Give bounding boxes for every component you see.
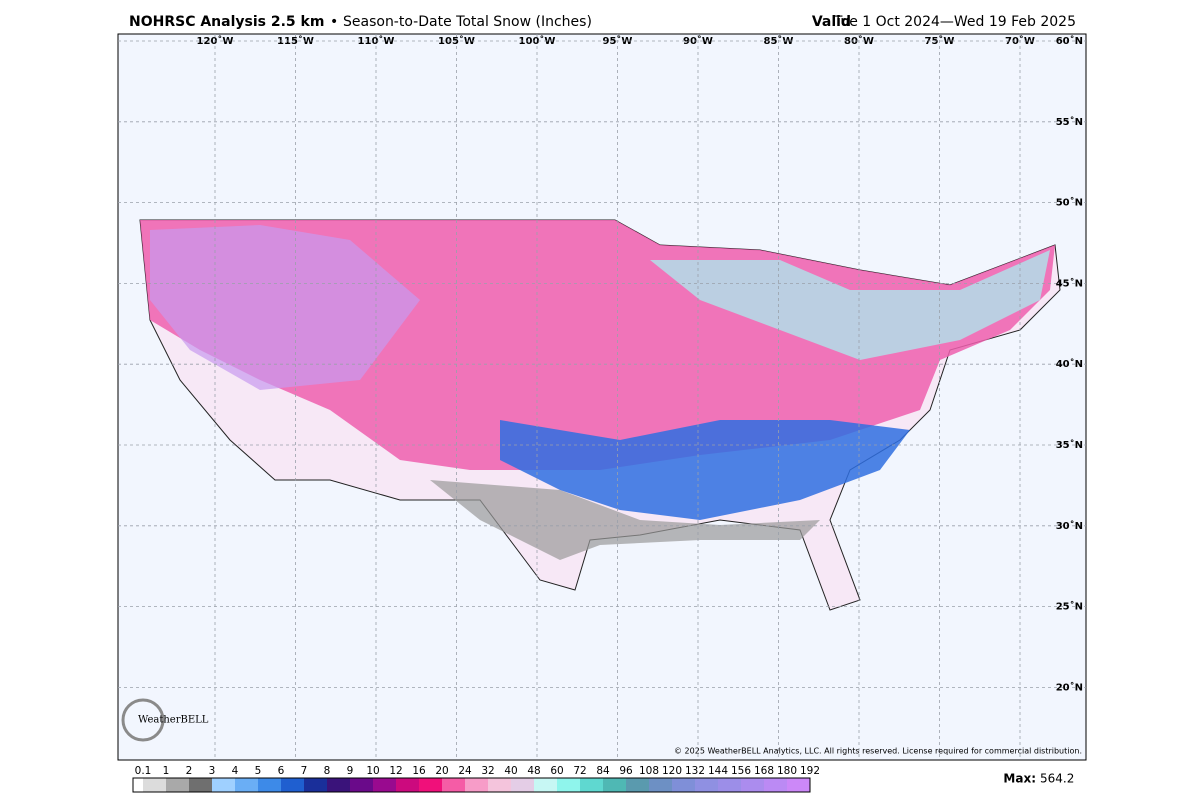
colorbar-swatch — [166, 778, 189, 792]
latitude-label: 25˚N — [1056, 601, 1083, 613]
title: NOHRSC Analysis 2.5 km — [129, 14, 324, 30]
valid-label: Valid — [812, 14, 851, 30]
colorbar-label: 1 — [163, 765, 170, 777]
colorbar-label: 108 — [639, 765, 659, 777]
colorbar-label: 72 — [573, 765, 586, 777]
colorbar-swatch — [488, 778, 511, 792]
colorbar-label: 156 — [731, 765, 751, 777]
longitude-label: 115˚W — [277, 35, 314, 47]
longitude-label: 75˚W — [925, 35, 955, 47]
latitude-label: 50˚N — [1056, 197, 1083, 209]
colorbar-swatch — [672, 778, 695, 792]
colorbar-swatch — [787, 778, 810, 792]
colorbar-label: 5 — [255, 765, 262, 777]
colorbar-swatch — [695, 778, 718, 792]
colorbar-swatch — [465, 778, 488, 792]
colorbar-swatch — [649, 778, 672, 792]
colorbar-label: 120 — [662, 765, 682, 777]
snow-trace-band — [430, 480, 820, 560]
colorbar-label: 40 — [504, 765, 517, 777]
colorbar-label: 4 — [232, 765, 239, 777]
colorbar-swatch — [133, 778, 143, 792]
colorbar-swatch — [258, 778, 281, 792]
longitude-label: 90˚W — [683, 35, 713, 47]
colorbar-label: 12 — [389, 765, 402, 777]
colorbar-label: 96 — [619, 765, 633, 777]
longitude-label: 80˚W — [844, 35, 874, 47]
colorbar-label: 16 — [412, 765, 426, 777]
colorbar-label: 0.1 — [135, 765, 152, 777]
valid-range: Tue 1 Oct 2024—Wed 19 Feb 2025 — [833, 14, 1076, 30]
latitude-label: 40˚N — [1056, 358, 1083, 370]
logo-text: WeatherBELL — [138, 715, 209, 726]
colorbar-swatch — [603, 778, 626, 792]
colorbar-swatch — [741, 778, 764, 792]
colorbar-swatch — [350, 778, 373, 792]
colorbar-label: 20 — [435, 765, 448, 777]
colorbar-swatch — [327, 778, 350, 792]
colorbar-label: 132 — [685, 765, 705, 777]
colorbar-swatch — [373, 778, 396, 792]
logo: WeatherBELL — [121, 698, 209, 742]
colorbar-swatch — [511, 778, 534, 792]
snow-west — [150, 225, 420, 390]
latitude-label: 30˚N — [1056, 520, 1083, 532]
colorbar-swatch — [626, 778, 649, 792]
latitude-label: 35˚N — [1056, 439, 1083, 451]
colorbar-swatch — [189, 778, 212, 792]
colorbar-swatch — [304, 778, 327, 792]
colorbar-label: 48 — [527, 765, 540, 777]
colorbar-swatch — [442, 778, 465, 792]
colorbar-label: 24 — [458, 765, 472, 777]
colorbar-border — [132, 777, 811, 793]
colorbar-swatch — [764, 778, 787, 792]
colorbar-swatch — [235, 778, 258, 792]
colorbar-label: 192 — [800, 765, 820, 777]
latitude-label: 45˚N — [1056, 277, 1083, 289]
colorbar-label: 32 — [481, 765, 494, 777]
colorbar-swatch — [580, 778, 603, 792]
colorbar-label: 7 — [301, 765, 308, 777]
colorbar-swatch — [143, 778, 166, 792]
snow-northeast — [650, 250, 1050, 360]
colorbar-label: 168 — [754, 765, 774, 777]
colorbar-label: 9 — [347, 765, 354, 777]
colorbar-label: 8 — [324, 765, 331, 777]
colorbar-label: 10 — [366, 765, 379, 777]
colorbar: 0.1 1 2 3 4 5 6 7 8 9 10 12 16 20 24 32 40 48 60 72 84 96 108 1… — [132, 765, 820, 793]
latitude-label: 20˚N — [1056, 681, 1083, 693]
colorbar-label: 180 — [777, 765, 797, 777]
colorbar-swatch — [281, 778, 304, 792]
separator: • — [330, 14, 338, 30]
latitude-label: 60˚N — [1056, 35, 1083, 47]
colorbar-swatch — [557, 778, 580, 792]
colorbar-label: 60 — [550, 765, 563, 777]
longitude-label: 100˚W — [519, 35, 556, 47]
colorbar-label: 144 — [708, 765, 728, 777]
colorbar-label: 2 — [186, 765, 193, 777]
graticule: 120˚W 115˚W 110˚W 105˚W 100˚W 95˚W 90˚W 85˚W 80˚… — [118, 34, 1086, 760]
colorbar-swatch — [396, 778, 419, 792]
colorbar-swatch — [419, 778, 442, 792]
max-label: Max: — [1003, 772, 1036, 786]
snow-south-band — [500, 420, 910, 520]
latitude-label: 55˚N — [1056, 116, 1083, 128]
copyright: © 2025 WeatherBELL Analytics, LLC. All r… — [674, 747, 1082, 756]
subtitle: Season-to-Date Total Snow (Inches) — [343, 14, 592, 30]
colorbar-label: 84 — [596, 765, 610, 777]
colorbar-swatch — [534, 778, 557, 792]
map: 120˚W 115˚W 110˚W 105˚W 100˚W 95˚W 90˚W 85˚W 80˚… — [117, 33, 1087, 761]
colorbar-label: 6 — [278, 765, 285, 777]
colorbar-swatch — [718, 778, 741, 792]
max-value: 564.2 — [1040, 772, 1074, 786]
colorbar-label: 3 — [209, 765, 216, 777]
colorbar-swatch — [212, 778, 235, 792]
